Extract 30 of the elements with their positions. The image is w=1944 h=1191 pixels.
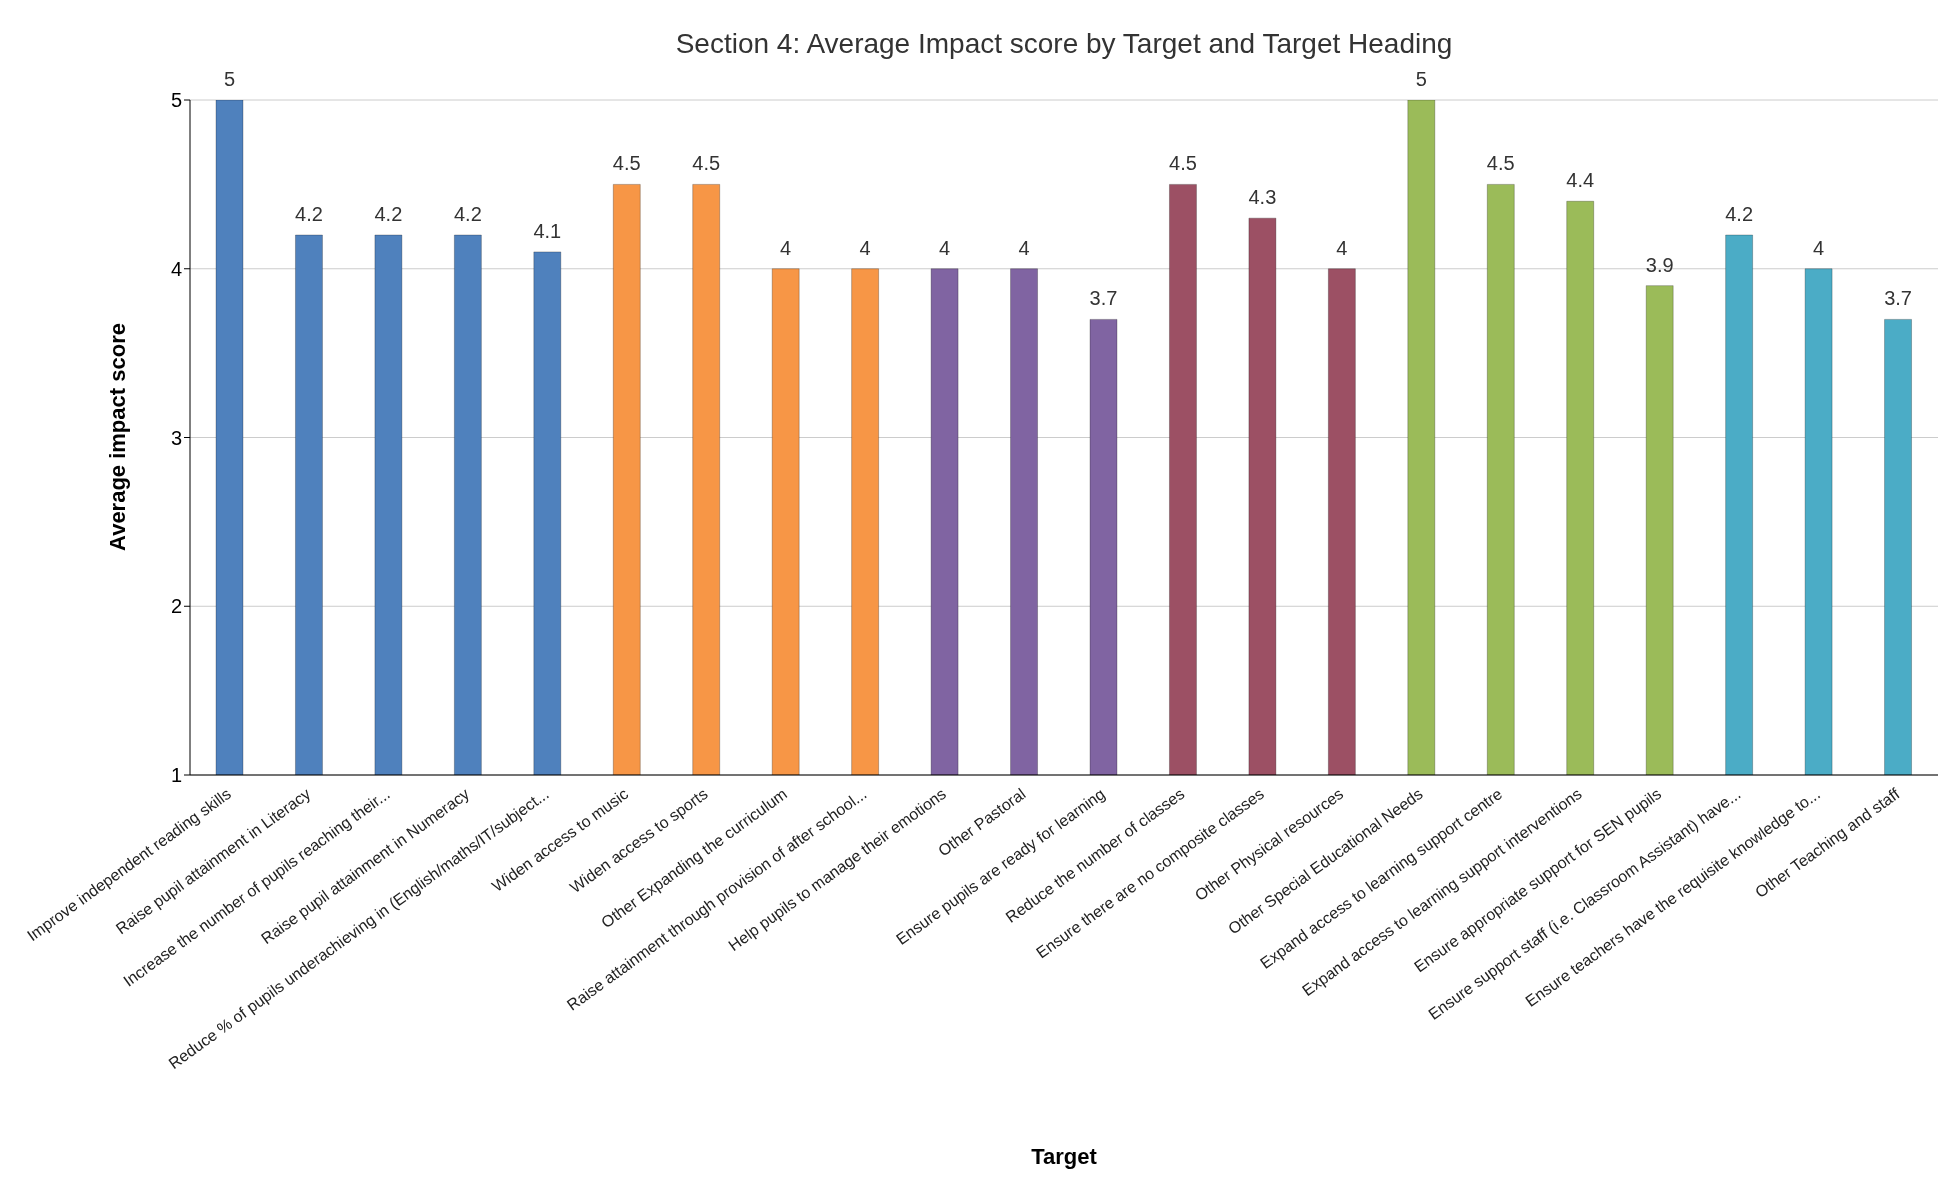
data-label: 3.7 <box>1089 287 1118 310</box>
y-tick-label: 1 <box>170 764 182 787</box>
y-tick-label: 4 <box>170 257 182 280</box>
data-label: 4.3 <box>1248 186 1277 209</box>
y-tick-label: 5 <box>170 89 182 112</box>
y-tick-label: 2 <box>170 595 182 618</box>
x-axis-title: Target <box>1030 1144 1098 1170</box>
y-tick-label: 3 <box>170 426 182 449</box>
data-label: 4.5 <box>692 152 721 175</box>
y-axis-title: Average impact score <box>105 323 131 551</box>
data-label: 3.7 <box>1884 287 1912 310</box>
chart-title: Section 4: Average Impact score by Target and Target Heading <box>674 28 1454 60</box>
data-label: 4.5 <box>1486 152 1515 175</box>
data-label: 4 <box>1018 236 1030 259</box>
data-label: 4 <box>1813 236 1825 259</box>
data-label: 4.5 <box>612 152 641 175</box>
data-label: 4 <box>1336 236 1348 259</box>
data-label: 4.2 <box>1725 203 1754 225</box>
data-label: 4.2 <box>295 203 323 225</box>
data-label: 4 <box>780 236 792 259</box>
data-label: 4.2 <box>374 203 403 225</box>
data-label: 4.1 <box>533 219 562 242</box>
data-label: 4.2 <box>453 203 482 225</box>
data-label: 4.5 <box>1169 152 1197 175</box>
data-label: 4.4 <box>1566 169 1595 192</box>
data-label: 5 <box>1415 68 1427 90</box>
data-label: 4 <box>859 236 871 259</box>
data-label: 5 <box>223 68 236 90</box>
data-label: 3.9 <box>1645 253 1674 276</box>
data-label: 4 <box>939 236 951 259</box>
